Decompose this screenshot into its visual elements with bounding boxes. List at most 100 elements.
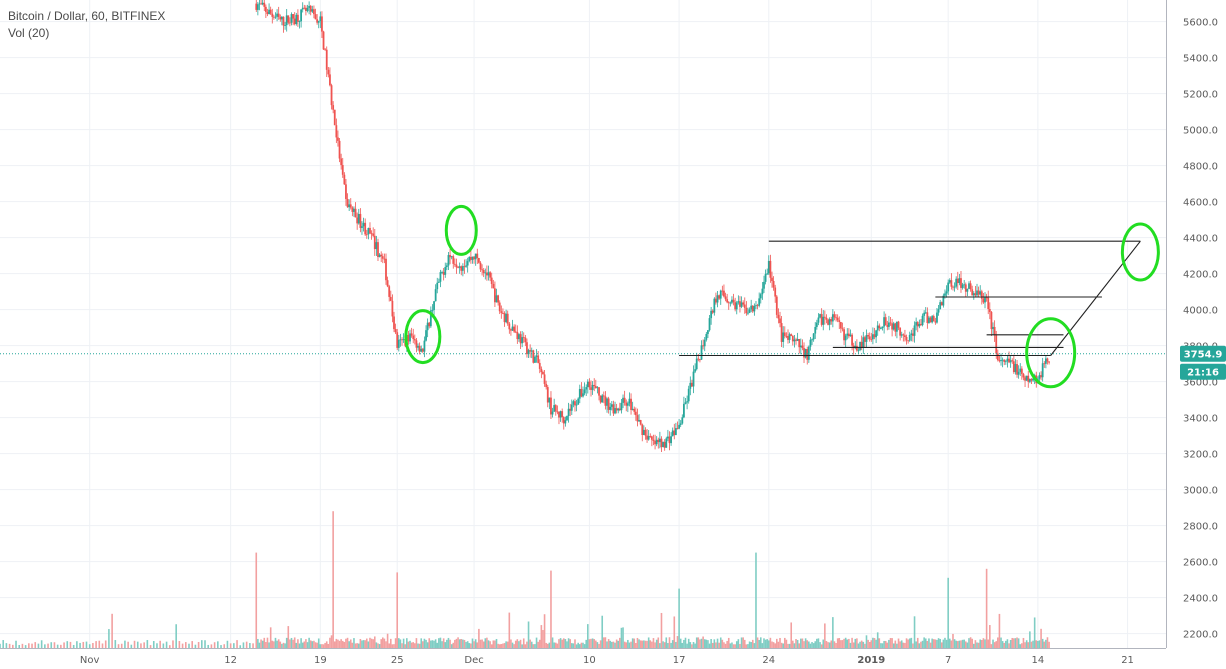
candle-body	[1022, 373, 1025, 378]
candle-body	[256, 4, 259, 10]
volume-bar	[88, 644, 91, 648]
volume-bar	[979, 639, 982, 648]
candle-body	[960, 278, 962, 288]
user-drawings[interactable]	[404, 204, 1160, 389]
candle-body	[988, 309, 991, 312]
candle-body	[775, 296, 778, 315]
volume-bar	[844, 637, 847, 648]
volume-bar	[833, 641, 836, 648]
candle-body	[998, 360, 1001, 362]
candle-body	[787, 336, 789, 340]
candle-body	[383, 258, 386, 260]
volume-bar	[1008, 643, 1010, 648]
candle-body	[596, 387, 599, 389]
volume-bar	[830, 640, 833, 648]
volume-bar	[56, 644, 59, 648]
candle-body	[945, 291, 948, 294]
volume-bar	[771, 641, 773, 648]
candle-body	[684, 402, 687, 404]
volume-bar	[431, 640, 434, 648]
volume-bar	[386, 633, 389, 648]
volume-bar	[872, 637, 874, 648]
candle-body	[697, 358, 700, 360]
y-tick-label: 3200.0	[1183, 450, 1218, 461]
volume-bar	[772, 642, 775, 648]
volume-bar	[897, 638, 900, 648]
volume-bar	[777, 641, 780, 648]
volume-bar	[175, 624, 177, 648]
volume-bar	[502, 643, 504, 648]
candle-body	[990, 311, 993, 330]
candle-body	[622, 397, 624, 403]
candle-body	[710, 310, 713, 319]
volume-bar	[1041, 638, 1044, 648]
candle-body	[1004, 361, 1007, 363]
volume-bar	[896, 643, 898, 648]
candle-body	[985, 297, 988, 299]
volume-bar	[273, 641, 275, 648]
volume-bar	[824, 623, 826, 648]
volume-bar	[426, 642, 429, 648]
candle-body	[976, 290, 978, 296]
candle-body	[735, 302, 738, 310]
volume-bar	[748, 641, 751, 648]
time-axis[interactable]: Nov 12 19 25 Dec 10 17 24 2019 7 14 21	[0, 648, 1226, 669]
volume-bar	[505, 641, 507, 648]
volume-bar	[931, 638, 933, 648]
y-tick-label: 5600.0	[1183, 18, 1218, 29]
volume-bar	[210, 644, 213, 648]
volume-bar	[819, 642, 821, 648]
volume-bar	[450, 644, 453, 648]
volume-bar	[317, 638, 320, 648]
candle-body	[333, 109, 336, 126]
volume-bar	[681, 642, 684, 648]
volume-bar	[362, 640, 365, 648]
candle-body	[918, 323, 921, 327]
candle-body	[691, 382, 693, 387]
candle-body	[607, 398, 610, 410]
candle-body	[687, 388, 690, 402]
volume-bar	[495, 638, 498, 648]
candle-body	[817, 317, 820, 323]
volume-bar	[956, 641, 959, 648]
volume-bar	[1003, 642, 1006, 648]
volume-bar	[864, 643, 866, 648]
volume-bar	[729, 643, 732, 648]
volume-bar	[716, 638, 719, 648]
candle-body	[979, 291, 982, 295]
price-axis[interactable]: 2200.0 2400.0 2600.0 2800.0 3000.0 3200.0 3400…	[1166, 0, 1226, 669]
y-tick-label: 4400.0	[1183, 234, 1218, 245]
volume-indicator-label[interactable]: Vol (20)	[8, 26, 50, 40]
volume-bar	[639, 640, 642, 648]
volume-bar	[271, 640, 274, 648]
volume-bar	[393, 644, 395, 648]
volume-bar	[149, 645, 152, 648]
volume-bar	[117, 644, 120, 648]
candle-body	[705, 333, 708, 340]
volume-bar	[114, 640, 117, 648]
volume-bar	[463, 639, 466, 648]
candle-body	[370, 233, 373, 235]
candle-body	[811, 339, 813, 341]
candle-body	[924, 312, 927, 314]
candle-body	[931, 316, 934, 323]
symbol-title[interactable]: Bitcoin / Dollar, 60, BITFINEX	[8, 9, 166, 23]
volume-bar	[532, 644, 535, 648]
volume-bar	[364, 640, 366, 648]
candle-body	[777, 314, 780, 319]
volume-bar	[598, 643, 600, 648]
x-tick-label: 10	[583, 655, 596, 666]
volume-bar	[447, 637, 450, 648]
volume-bar	[739, 643, 741, 648]
volume-bar	[341, 640, 344, 648]
volume-bar	[700, 638, 703, 648]
candle-body	[623, 397, 626, 403]
candle-body	[264, 6, 267, 12]
candle-body	[495, 295, 498, 303]
last-price-badge	[1180, 345, 1226, 362]
volume-bar	[277, 639, 280, 648]
volume-bar	[902, 642, 905, 648]
volume-bar	[960, 640, 962, 648]
x-tick-label: 25	[391, 655, 404, 666]
